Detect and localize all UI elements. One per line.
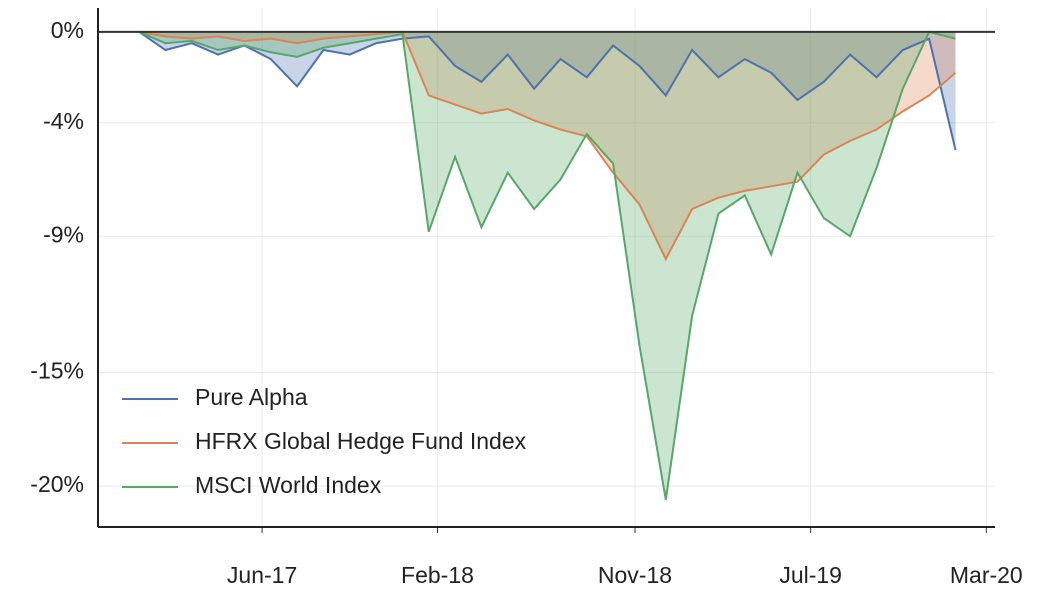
x-tick-label: Jun-17 — [227, 562, 297, 588]
area — [139, 31, 956, 150]
x-tick-label: Feb-18 — [401, 562, 474, 588]
line — [138, 30, 956, 500]
area — [139, 31, 956, 259]
area — [139, 31, 956, 500]
x-tick-label: Nov-18 — [598, 562, 672, 588]
x-tick-label: Mar-20 — [950, 562, 1023, 588]
line — [138, 30, 957, 262]
y-tick-label: -15% — [30, 358, 84, 384]
x-tick-label: Jul-19 — [779, 562, 842, 588]
y-tick-label: -9% — [43, 221, 84, 247]
y-tick-label: 0% — [51, 17, 84, 43]
y-tick-label: -4% — [43, 108, 84, 134]
legend-label: HFRX Global Hedge Fund Index — [195, 428, 527, 454]
legend-label: Pure Alpha — [195, 384, 308, 410]
legend-label: MSCI World Index — [195, 472, 382, 498]
y-tick-label: -20% — [30, 471, 84, 497]
line — [138, 31, 957, 151]
